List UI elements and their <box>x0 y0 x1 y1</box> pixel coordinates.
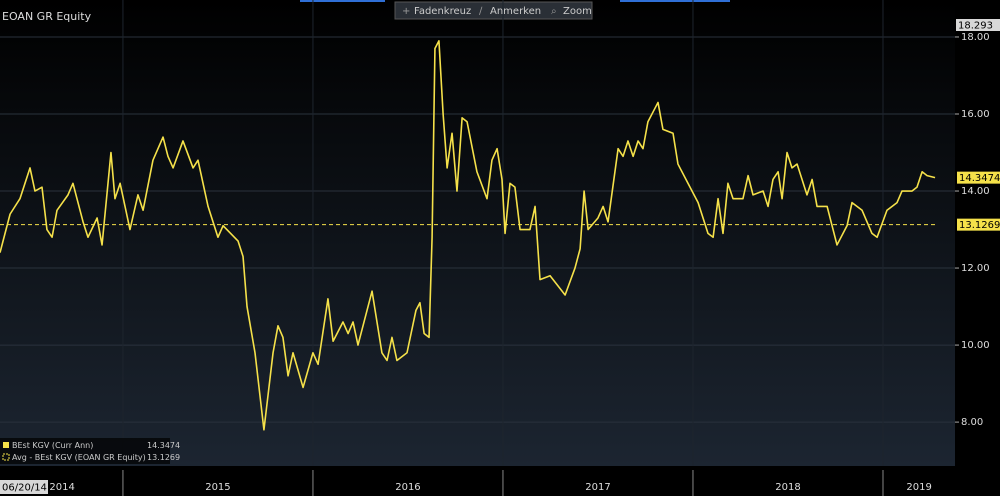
toolbar-button[interactable]: Zoom <box>563 6 592 17</box>
legend <box>0 438 170 464</box>
legend-label: BEst KGV (Curr Ann) <box>12 441 93 450</box>
y-axis-panel <box>955 0 1000 466</box>
y-tick-label: 8.00 <box>961 417 983 428</box>
y-tick-label: 14.00 <box>961 186 990 197</box>
x-tick-label: 2017 <box>585 482 610 493</box>
y-tick-label: 10.00 <box>961 340 990 351</box>
plot-area <box>0 0 955 466</box>
legend-swatch <box>2 453 10 461</box>
y-tick-label: 16.00 <box>961 109 990 120</box>
x-axis-panel <box>0 466 1000 496</box>
axis-top-value: 18.293 <box>958 21 993 32</box>
series-line <box>0 40 936 431</box>
toolbar-icon: ⌕ <box>551 6 557 17</box>
legend-label: Avg - BEst KGV (EOAN GR Equity) <box>12 453 146 462</box>
tab-accent <box>620 0 730 2</box>
legend-swatch <box>3 442 9 448</box>
average-value-box <box>957 218 1000 231</box>
legend-value: 14.3474 <box>147 441 180 450</box>
last-value-box <box>957 171 1000 184</box>
toolbar <box>394 1 593 20</box>
last-value-label: 14.3474 <box>959 173 1000 184</box>
toolbar-button[interactable]: Fadenkreuz <box>414 6 471 17</box>
top-strip <box>0 0 1000 2</box>
start-date-box <box>0 480 48 494</box>
axis-top-box <box>956 19 1000 31</box>
chart-title: EOAN GR Equity <box>2 10 92 23</box>
y-tick-label: 18.00 <box>961 32 990 43</box>
toolbar-button[interactable]: Anmerken <box>490 6 541 17</box>
x-tick-label: 2016 <box>395 482 420 493</box>
toolbar-icon: + <box>402 6 410 17</box>
toolbar-icon: ∕ <box>479 6 483 17</box>
x-tick-label: 2018 <box>775 482 800 493</box>
legend-value: 13.1269 <box>147 453 180 462</box>
average-value-label: 13.1269 <box>959 220 1000 231</box>
tab-accent <box>300 0 385 2</box>
start-date-label: 06/20/14 <box>2 483 47 494</box>
y-tick-label: 12.00 <box>961 263 990 274</box>
x-tick-label: 2019 <box>906 482 931 493</box>
x-tick-label: 2014 <box>49 482 74 493</box>
x-tick-label: 2015 <box>205 482 230 493</box>
